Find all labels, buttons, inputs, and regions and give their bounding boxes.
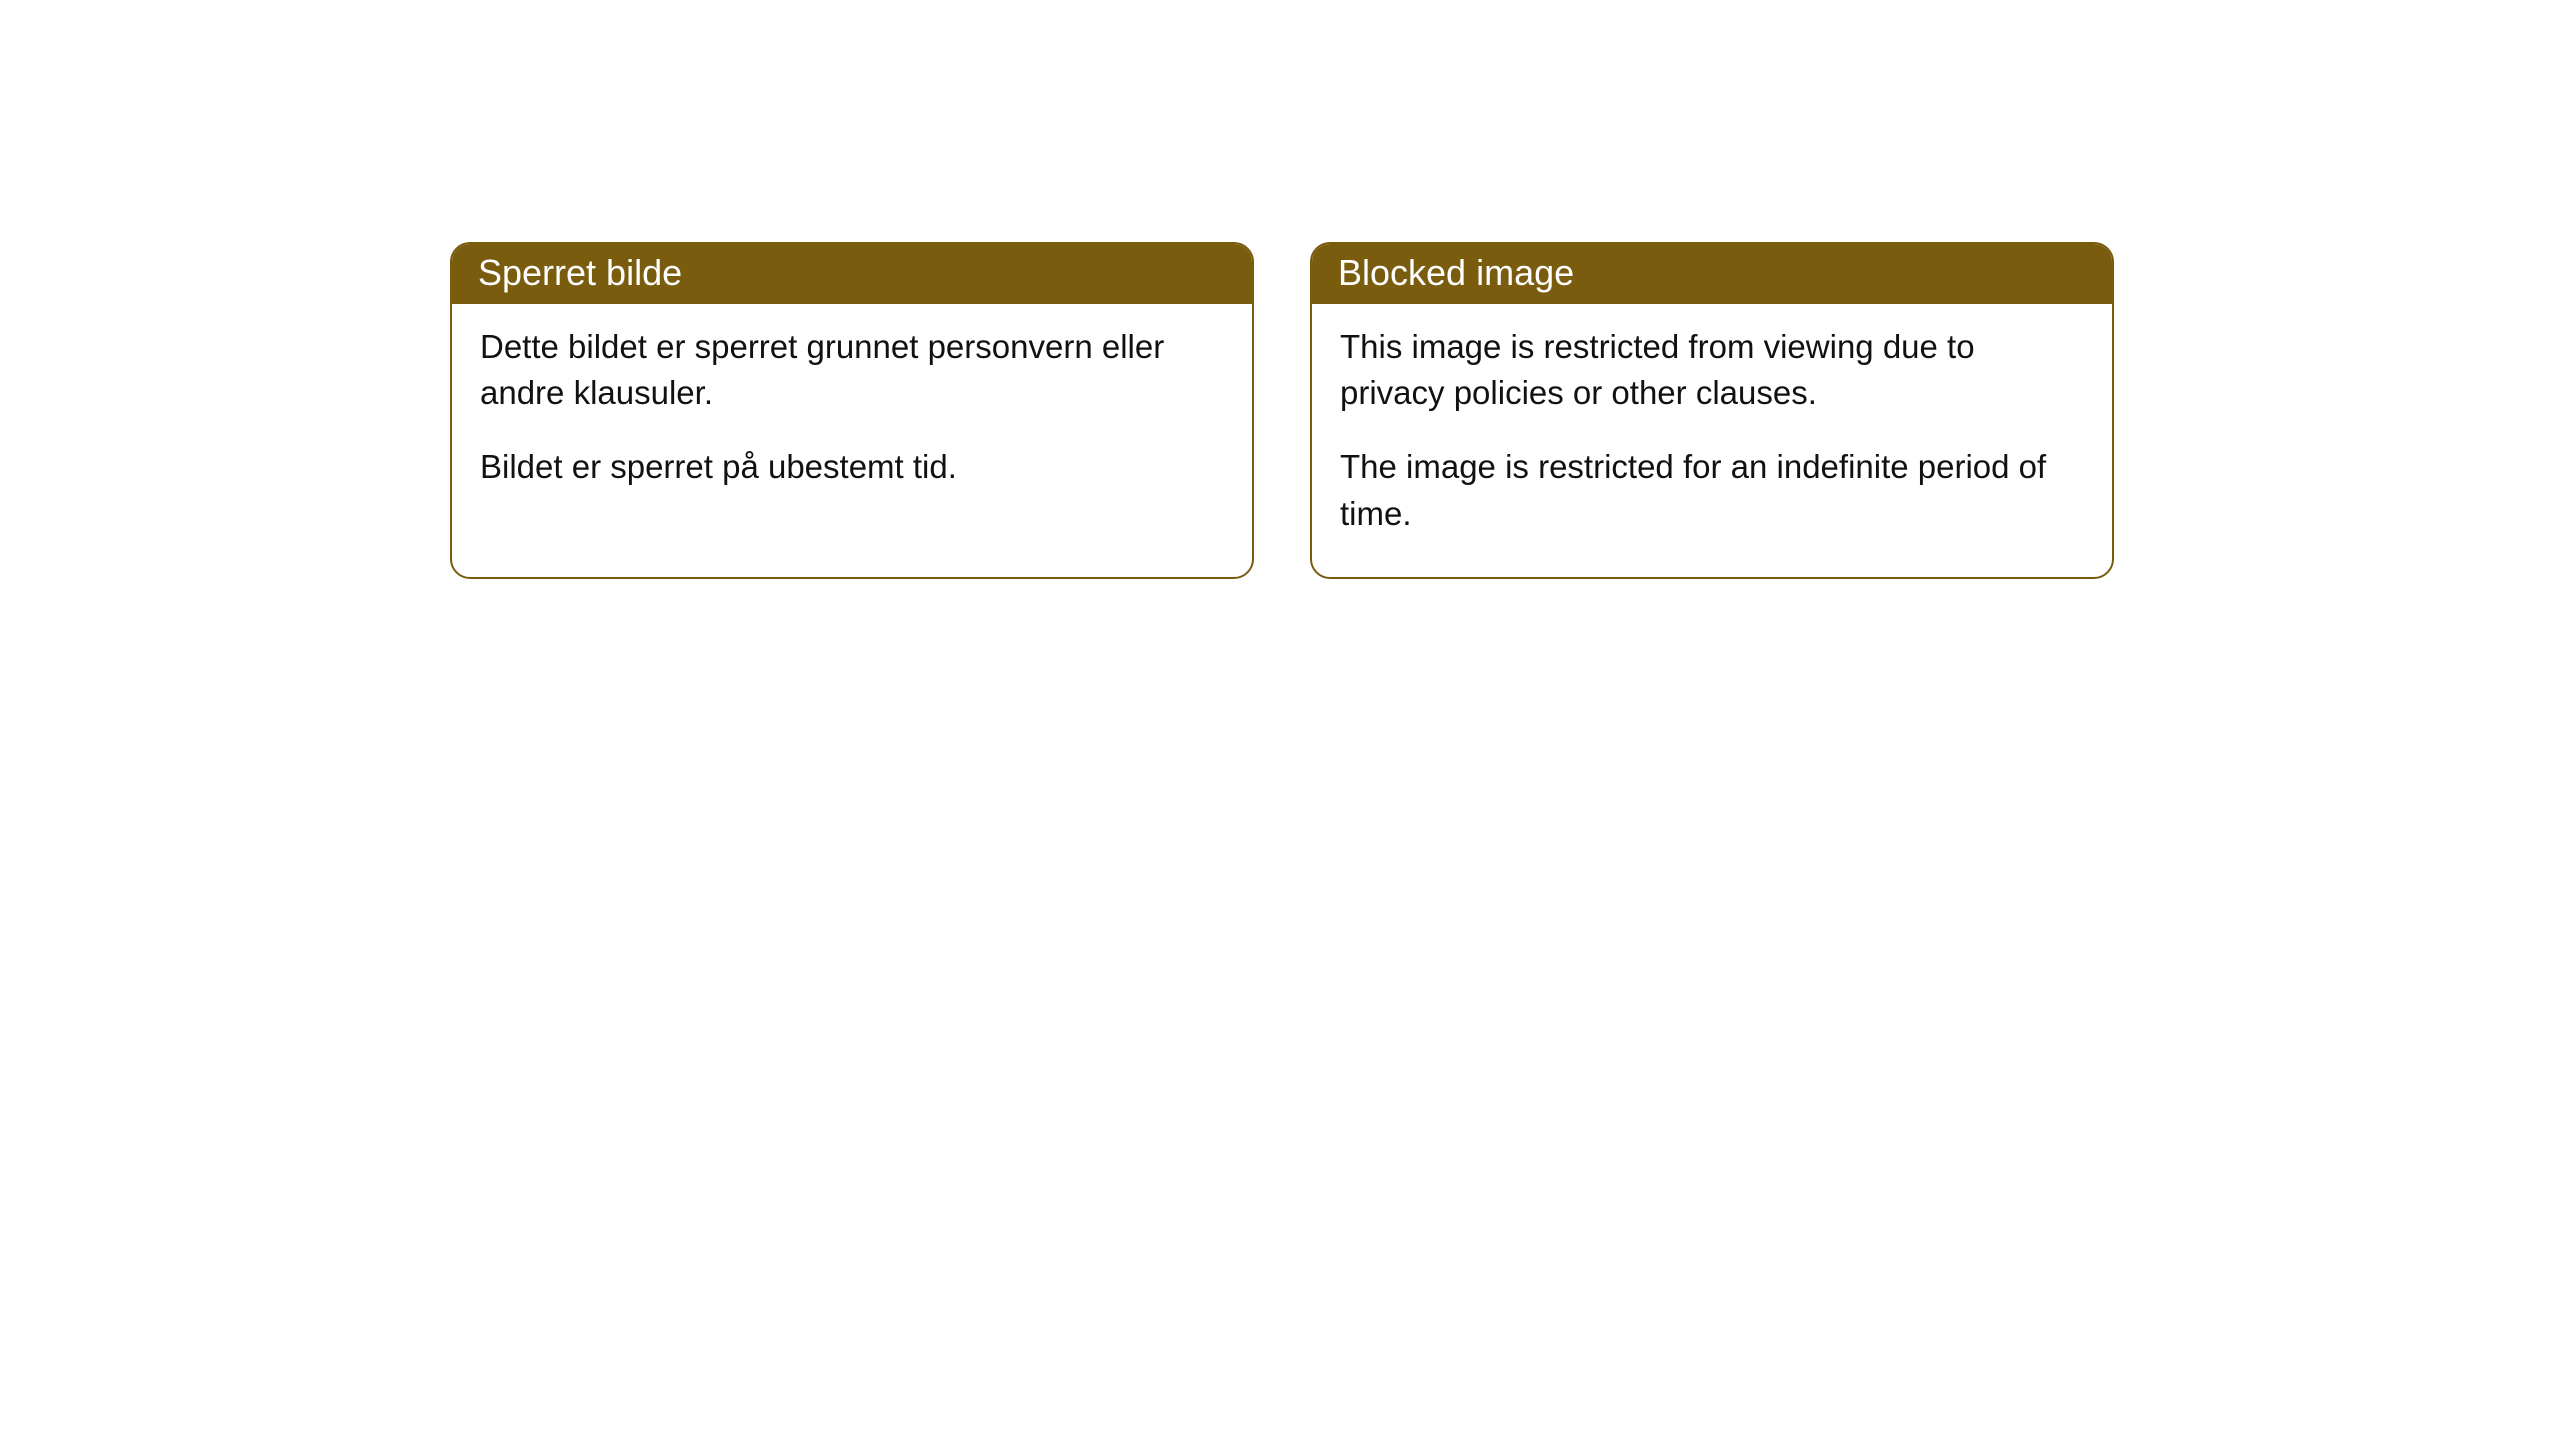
card-paragraph: This image is restricted from viewing du… <box>1340 324 2084 416</box>
card-paragraph: The image is restricted for an indefinit… <box>1340 444 2084 536</box>
blocked-image-card-en: Blocked image This image is restricted f… <box>1310 242 2114 579</box>
card-body: This image is restricted from viewing du… <box>1312 304 2112 577</box>
card-paragraph: Dette bildet er sperret grunnet personve… <box>480 324 1224 416</box>
card-body: Dette bildet er sperret grunnet personve… <box>452 304 1252 531</box>
cards-container: Sperret bilde Dette bildet er sperret gr… <box>0 0 2560 579</box>
blocked-image-card-no: Sperret bilde Dette bildet er sperret gr… <box>450 242 1254 579</box>
card-header: Sperret bilde <box>452 244 1252 304</box>
card-header: Blocked image <box>1312 244 2112 304</box>
card-paragraph: Bildet er sperret på ubestemt tid. <box>480 444 1224 490</box>
